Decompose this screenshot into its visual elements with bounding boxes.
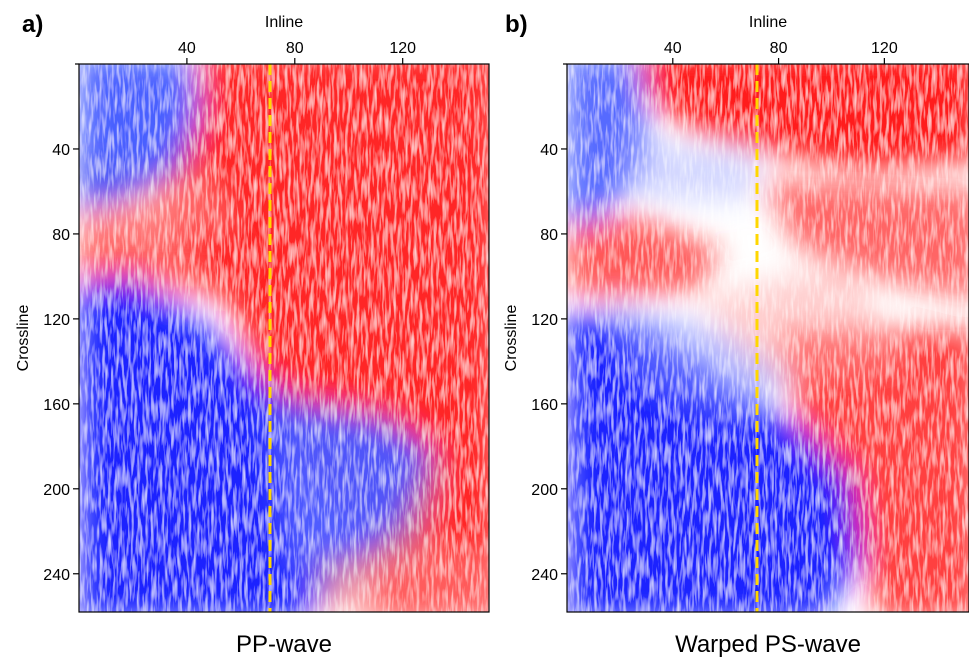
x-tick-label-a-80: 80 — [286, 40, 304, 57]
heatmap-a — [79, 64, 489, 612]
x-tick-label-a-40: 40 — [178, 40, 196, 57]
caption-a: PP-wave — [236, 631, 332, 658]
y-tick-label-a-120: 120 — [43, 312, 70, 329]
x-axis-title-b: Inline — [749, 14, 787, 31]
y-tick-label-b-240: 240 — [531, 567, 558, 584]
plot-frame-b — [566, 63, 969, 613]
y-axis-title-a: Crossline — [15, 305, 32, 372]
y-tick-label-b-80: 80 — [540, 227, 558, 244]
panel-a: 40 80 120 40 80 120 160 200 240 — [43, 40, 490, 613]
plot-frame-a — [78, 63, 490, 613]
y-tick-label-a-200: 200 — [43, 482, 70, 499]
heatmap-b — [567, 64, 969, 612]
y-tick-label-b-160: 160 — [531, 397, 558, 414]
x-tick-label-b-80: 80 — [770, 40, 788, 57]
y-tick-label-b-120: 120 — [531, 312, 558, 329]
y-tick-label-a-80: 80 — [52, 227, 70, 244]
axes-a: 40 80 120 40 80 120 160 200 240 — [43, 40, 416, 584]
y-tick-label-a-160: 160 — [43, 397, 70, 414]
y-axis-title-b: Crossline — [503, 305, 520, 372]
axes-b: 40 80 120 40 80 120 160 200 240 — [531, 40, 898, 584]
y-tick-label-a-40: 40 — [52, 142, 70, 159]
panel-label-b: b) — [505, 11, 528, 38]
x-tick-label-b-40: 40 — [664, 40, 682, 57]
panel-label-a: a) — [22, 11, 43, 38]
caption-b: Warped PS-wave — [675, 631, 861, 658]
y-tick-label-a-240: 240 — [43, 567, 70, 584]
x-tick-label-a-120: 120 — [389, 40, 416, 57]
x-axis-title-a: Inline — [265, 14, 303, 31]
y-tick-label-b-200: 200 — [531, 482, 558, 499]
x-tick-label-b-120: 120 — [871, 40, 898, 57]
panel-b: 40 80 120 40 80 120 160 200 240 — [531, 40, 969, 613]
y-tick-label-b-40: 40 — [540, 142, 558, 159]
